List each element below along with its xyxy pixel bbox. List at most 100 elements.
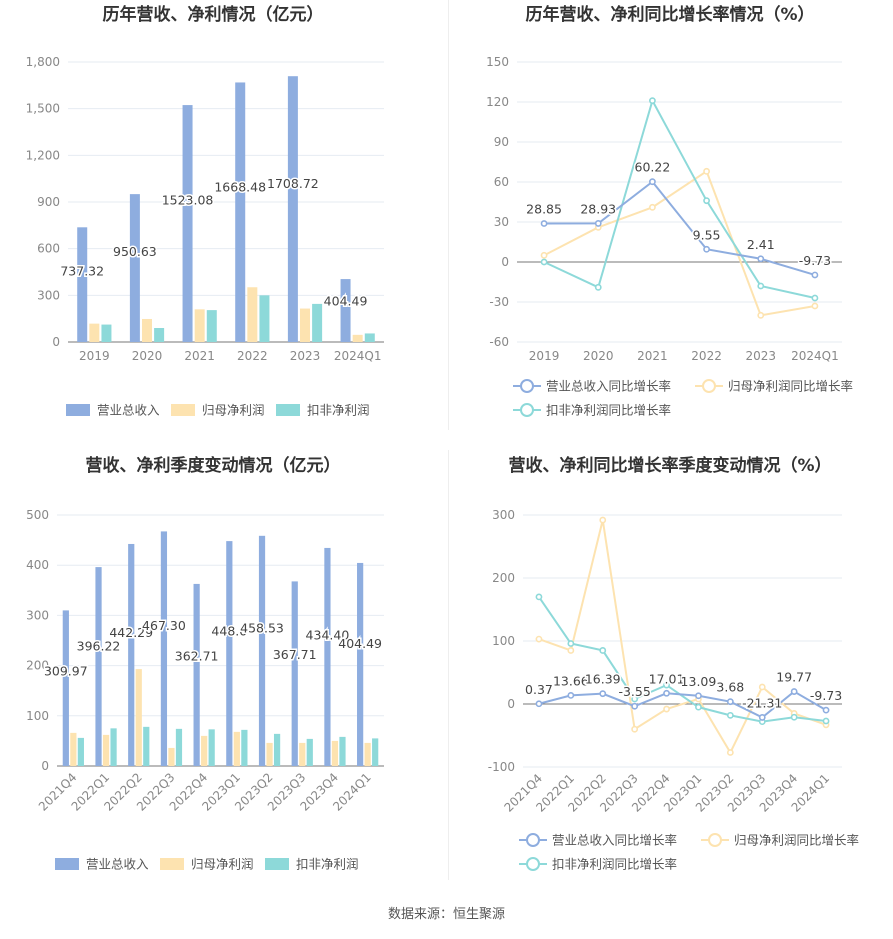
bar-2 xyxy=(233,731,240,766)
bar-3 xyxy=(364,333,375,342)
data-point xyxy=(726,749,734,756)
legend-marker xyxy=(520,403,534,417)
bar-3 xyxy=(312,303,323,342)
y-tick-label: 150 xyxy=(486,55,509,69)
bar-2 xyxy=(331,740,339,766)
data-label: 404.49 xyxy=(338,636,382,651)
legend-label: 归母净利润同比增长率 xyxy=(734,833,859,848)
data-point xyxy=(758,683,766,691)
data-point xyxy=(703,197,710,205)
data-point xyxy=(567,640,575,647)
data-point xyxy=(649,178,656,186)
bar-2 xyxy=(168,747,175,766)
bar-2 xyxy=(89,323,100,342)
data-point xyxy=(663,689,670,697)
bar-1 xyxy=(95,567,102,766)
annual-revenue-chart: 历年营收、净利情况（亿元） 0 300 600 900 1,200 1,500 1,800 20… xyxy=(26,4,384,418)
bar-3 xyxy=(175,728,183,766)
data-label: 28.93 xyxy=(580,201,616,216)
chart-title: 历年营收、净利情况（亿元） xyxy=(103,4,324,25)
y-tick-label: 600 xyxy=(37,242,60,256)
data-point xyxy=(726,698,734,706)
data-point xyxy=(757,255,765,263)
legend-label: 扣非净利润同比增长率 xyxy=(546,403,671,418)
data-label: 442.29 xyxy=(109,625,153,640)
y-tick-label: 60 xyxy=(494,175,509,189)
data-label: 28.85 xyxy=(526,202,562,217)
data-label: 309.97 xyxy=(44,664,88,679)
legend-label: 归母净利润 xyxy=(202,403,265,418)
data-label: 434.40 xyxy=(306,628,350,643)
data-point xyxy=(790,688,798,695)
bar-1 xyxy=(160,531,168,766)
data-label: 16.39 xyxy=(585,672,621,687)
x-tick-label: 2024Q1 xyxy=(791,349,839,363)
y-tick-label: 90 xyxy=(494,135,509,149)
data-point xyxy=(535,700,543,708)
data-label: 950.63 xyxy=(113,244,157,259)
legend-swatch xyxy=(160,858,184,870)
legend: 营业总收入 归母净利润 扣非净利润 xyxy=(66,403,370,418)
legend-label: 营业总收入 xyxy=(97,403,160,418)
bar-1 xyxy=(287,76,298,343)
data-point xyxy=(631,702,639,710)
bar-3 xyxy=(154,328,165,342)
data-label: 9.55 xyxy=(693,227,721,242)
data-label: 13.09 xyxy=(681,674,717,689)
y-tick-label: 30 xyxy=(494,215,509,229)
y-tick-label: -60 xyxy=(489,335,509,349)
data-label: 17.01 xyxy=(649,671,685,686)
bar-1 xyxy=(193,583,200,766)
series-line-3 xyxy=(538,596,827,723)
data-label: 1668.48 xyxy=(214,179,266,194)
data-point xyxy=(599,516,607,524)
series-line-2 xyxy=(538,519,827,755)
bar-3 xyxy=(372,738,379,766)
x-tick-label: 2020 xyxy=(583,349,614,363)
data-label: 367.71 xyxy=(273,647,317,662)
data-point xyxy=(822,706,830,714)
data-point xyxy=(726,711,734,719)
panel-divider-bottom xyxy=(448,450,449,880)
data-point xyxy=(758,714,766,721)
data-label: 458.53 xyxy=(240,620,284,635)
bar-1 xyxy=(291,581,298,766)
y-tick-label: -100 xyxy=(488,760,515,774)
data-point xyxy=(567,691,575,699)
y-tick-label: 0 xyxy=(52,335,60,349)
data-point xyxy=(663,705,670,713)
data-point xyxy=(811,271,819,279)
x-tick-label: 2023 xyxy=(290,349,321,363)
data-point xyxy=(811,294,819,302)
legend-marker xyxy=(526,857,540,871)
x-tick-label: 2019 xyxy=(529,349,560,363)
y-tick-label: 300 xyxy=(26,608,49,622)
y-tick-label: 1,800 xyxy=(26,55,60,69)
data-point xyxy=(695,692,702,700)
bar-2 xyxy=(141,318,153,342)
data-point xyxy=(535,593,543,601)
series-line-1 xyxy=(544,180,816,276)
legend: 营业总收入 归母净利润 扣非净利润 xyxy=(55,857,359,872)
data-label: 404.49 xyxy=(324,294,368,309)
data-point xyxy=(663,681,670,689)
quarterly-revenue-chart: 营收、净利季度变动情况（亿元）01002003004005002021Q4202… xyxy=(26,455,384,872)
data-label: 19.77 xyxy=(776,670,812,685)
bar-3 xyxy=(208,729,215,766)
bar-2 xyxy=(201,735,208,766)
bar-3 xyxy=(206,310,217,342)
bar-3 xyxy=(259,295,270,342)
data-label: 2.41 xyxy=(747,237,775,252)
legend-label: 营业总收入同比增长率 xyxy=(552,833,677,848)
data-label: 448.0 xyxy=(211,624,247,639)
data-point xyxy=(757,311,765,319)
bar-3 xyxy=(306,738,313,766)
data-point xyxy=(631,695,639,703)
data-label: 467.30 xyxy=(142,618,186,633)
data-label: 60.22 xyxy=(635,160,671,175)
legend-marker xyxy=(520,379,534,393)
data-label: 362.71 xyxy=(175,648,219,663)
y-tick-label: 200 xyxy=(26,659,49,673)
x-tick-label: 2022 xyxy=(691,349,722,363)
